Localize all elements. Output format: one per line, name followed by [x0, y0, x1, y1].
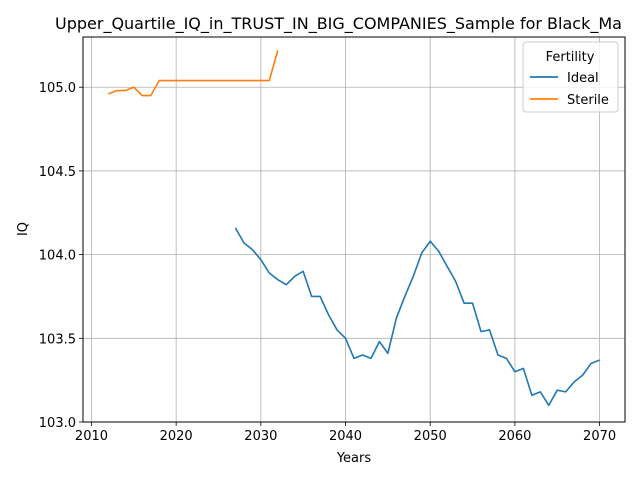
legend-label-sterile: Sterile	[567, 93, 609, 108]
legend-label-ideal: Ideal	[567, 71, 599, 86]
x-tick-label: 2010	[75, 429, 108, 444]
x-tick-label: 2030	[244, 429, 277, 444]
legend: Fertility Ideal Sterile	[522, 41, 619, 113]
plot-frame	[82, 36, 626, 423]
x-axis-label: Years	[336, 451, 372, 466]
y-tick-label: 104.0	[39, 249, 76, 264]
series-line-ideal	[234, 227, 600, 407]
axis-ticks: 2010 2020 2030 2040 2050 2060 2070 103.0 103.5 10…	[39, 81, 616, 444]
y-tick-label: 104.5	[39, 165, 76, 180]
y-tick-label: 103.5	[39, 332, 76, 347]
y-tick-label: 105.0	[39, 81, 76, 96]
x-tick-label: 2060	[498, 429, 531, 444]
legend-title: Fertility	[546, 50, 595, 65]
x-tick-label: 2050	[414, 429, 447, 444]
y-axis-label: IQ	[16, 222, 31, 236]
legend-box	[522, 41, 619, 113]
chart-title: Upper_Quartile_IQ_in_TRUST_IN_BIG_COMPAN…	[55, 14, 622, 34]
x-tick-label: 2020	[160, 429, 193, 444]
series-line-sterile	[108, 50, 279, 97]
x-tick-label: 2040	[329, 429, 362, 444]
series-lines	[108, 50, 600, 407]
x-tick-label: 2070	[583, 429, 616, 444]
y-tick-label: 103.0	[39, 416, 76, 431]
